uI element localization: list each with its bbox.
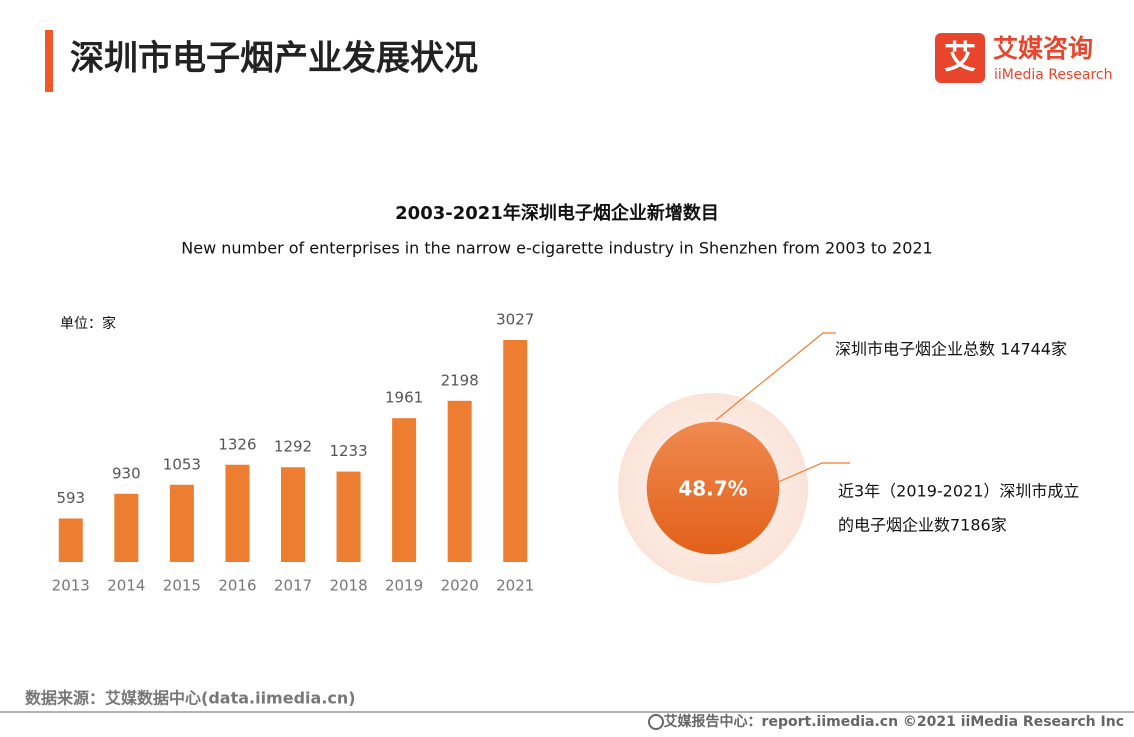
logo-mark: 艾 xyxy=(944,38,976,76)
x-tick-label: 2020 xyxy=(441,577,479,595)
copyright: 艾媒报告中心：report.iimedia.cn ©2021 iiMedia R… xyxy=(664,713,1124,730)
bar xyxy=(58,518,83,562)
value-label: 1326 xyxy=(218,435,256,453)
value-label: 1053 xyxy=(163,455,201,473)
x-tick-label: 2017 xyxy=(274,577,312,595)
logo-box xyxy=(935,33,985,83)
unit-label: 单位：家 xyxy=(60,315,116,332)
bar xyxy=(281,467,305,562)
bar xyxy=(225,464,250,562)
value-label: 1233 xyxy=(329,442,367,460)
bar xyxy=(447,400,472,562)
logo-sub: iiMedia Research xyxy=(994,67,1113,83)
value-label: 1961 xyxy=(385,389,423,407)
logo-name: 艾媒咨询 xyxy=(993,34,1093,63)
x-tick-label: 2019 xyxy=(385,577,423,595)
share-part xyxy=(646,421,780,555)
value-label: 930 xyxy=(112,464,141,482)
page-title: 深圳市电子烟产业发展状况 xyxy=(70,39,478,79)
value-label: 593 xyxy=(56,489,85,507)
x-tick-label: 2013 xyxy=(52,577,90,595)
x-tick-label: 2021 xyxy=(496,577,534,595)
source: 数据来源：艾媒数据中心(data.iimedia.cn) xyxy=(25,689,356,708)
bar xyxy=(392,418,417,562)
bar xyxy=(503,340,528,562)
value-label: 1292 xyxy=(274,438,312,456)
share-label: 48.7% xyxy=(678,477,747,501)
x-tick-label: 2014 xyxy=(107,577,145,595)
chart-title: 2003-2021年深圳电子烟企业新增数目 xyxy=(395,202,719,224)
leader-line xyxy=(775,462,850,484)
x-tick-label: 2018 xyxy=(329,577,367,595)
bar xyxy=(114,493,139,562)
chart-subtitle: New number of enterprises in the narrow … xyxy=(181,239,932,258)
bar xyxy=(336,471,361,562)
annotation: 近3年（2019-2021）深圳市成立 xyxy=(838,482,1079,501)
bar xyxy=(169,484,194,562)
value-label: 2198 xyxy=(441,371,479,389)
title-accent xyxy=(45,30,53,92)
annotation: 深圳市电子烟企业总数 14744家 xyxy=(835,340,1067,359)
leader-line xyxy=(715,332,836,421)
value-label: 3027 xyxy=(496,311,534,329)
annotation: 的电子烟企业数7186家 xyxy=(838,516,1007,535)
globe-icon xyxy=(648,714,664,730)
x-tick-label: 2016 xyxy=(218,577,256,595)
x-tick-label: 2015 xyxy=(163,577,201,595)
